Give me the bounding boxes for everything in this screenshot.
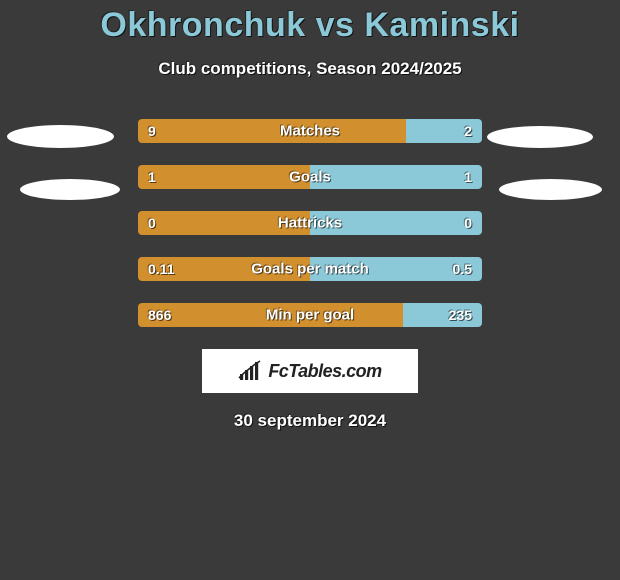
stat-value-left: 866	[148, 307, 171, 323]
stat-label: Hattricks	[278, 215, 342, 232]
page-title: Okhronchuk vs Kaminski	[0, 0, 620, 45]
stat-label: Min per goal	[266, 307, 354, 324]
stat-value-right: 235	[449, 307, 472, 323]
subtitle: Club competitions, Season 2024/2025	[0, 59, 620, 79]
stat-value-right: 0	[464, 215, 472, 231]
stat-value-right: 0.5	[453, 261, 472, 277]
decorative-ellipse	[7, 125, 114, 148]
stat-row: 1 1 Goals	[138, 165, 482, 189]
stat-row: 9 2 Matches	[138, 119, 482, 143]
stats-bars: 9 2 Matches 1 1 Goals 0 0 Hattricks 0.11 0.5 Goals …	[138, 119, 482, 327]
stat-row: 866 235 Min per goal	[138, 303, 482, 327]
stat-bar-left	[138, 165, 310, 189]
decorative-ellipse	[499, 179, 602, 200]
stat-row: 0.11 0.5 Goals per match	[138, 257, 482, 281]
stat-row: 0 0 Hattricks	[138, 211, 482, 235]
decorative-ellipse	[487, 126, 593, 148]
logo-box: FcTables.com	[202, 349, 418, 393]
stat-value-left: 1	[148, 169, 156, 185]
decorative-ellipse	[20, 179, 120, 200]
stat-value-right: 2	[464, 123, 472, 139]
stat-value-left: 0.11	[148, 261, 174, 277]
stat-value-left: 0	[148, 215, 156, 231]
stat-label: Matches	[280, 123, 340, 140]
stat-label: Goals	[289, 169, 331, 186]
stat-bar-right	[310, 165, 482, 189]
logo-text: FcTables.com	[268, 361, 381, 382]
stat-bar-left	[138, 119, 406, 143]
bars-chart-icon	[238, 360, 264, 382]
stat-value-left: 9	[148, 123, 156, 139]
stat-label: Goals per match	[251, 261, 369, 278]
date-label: 30 september 2024	[0, 411, 620, 431]
stat-value-right: 1	[464, 169, 472, 185]
